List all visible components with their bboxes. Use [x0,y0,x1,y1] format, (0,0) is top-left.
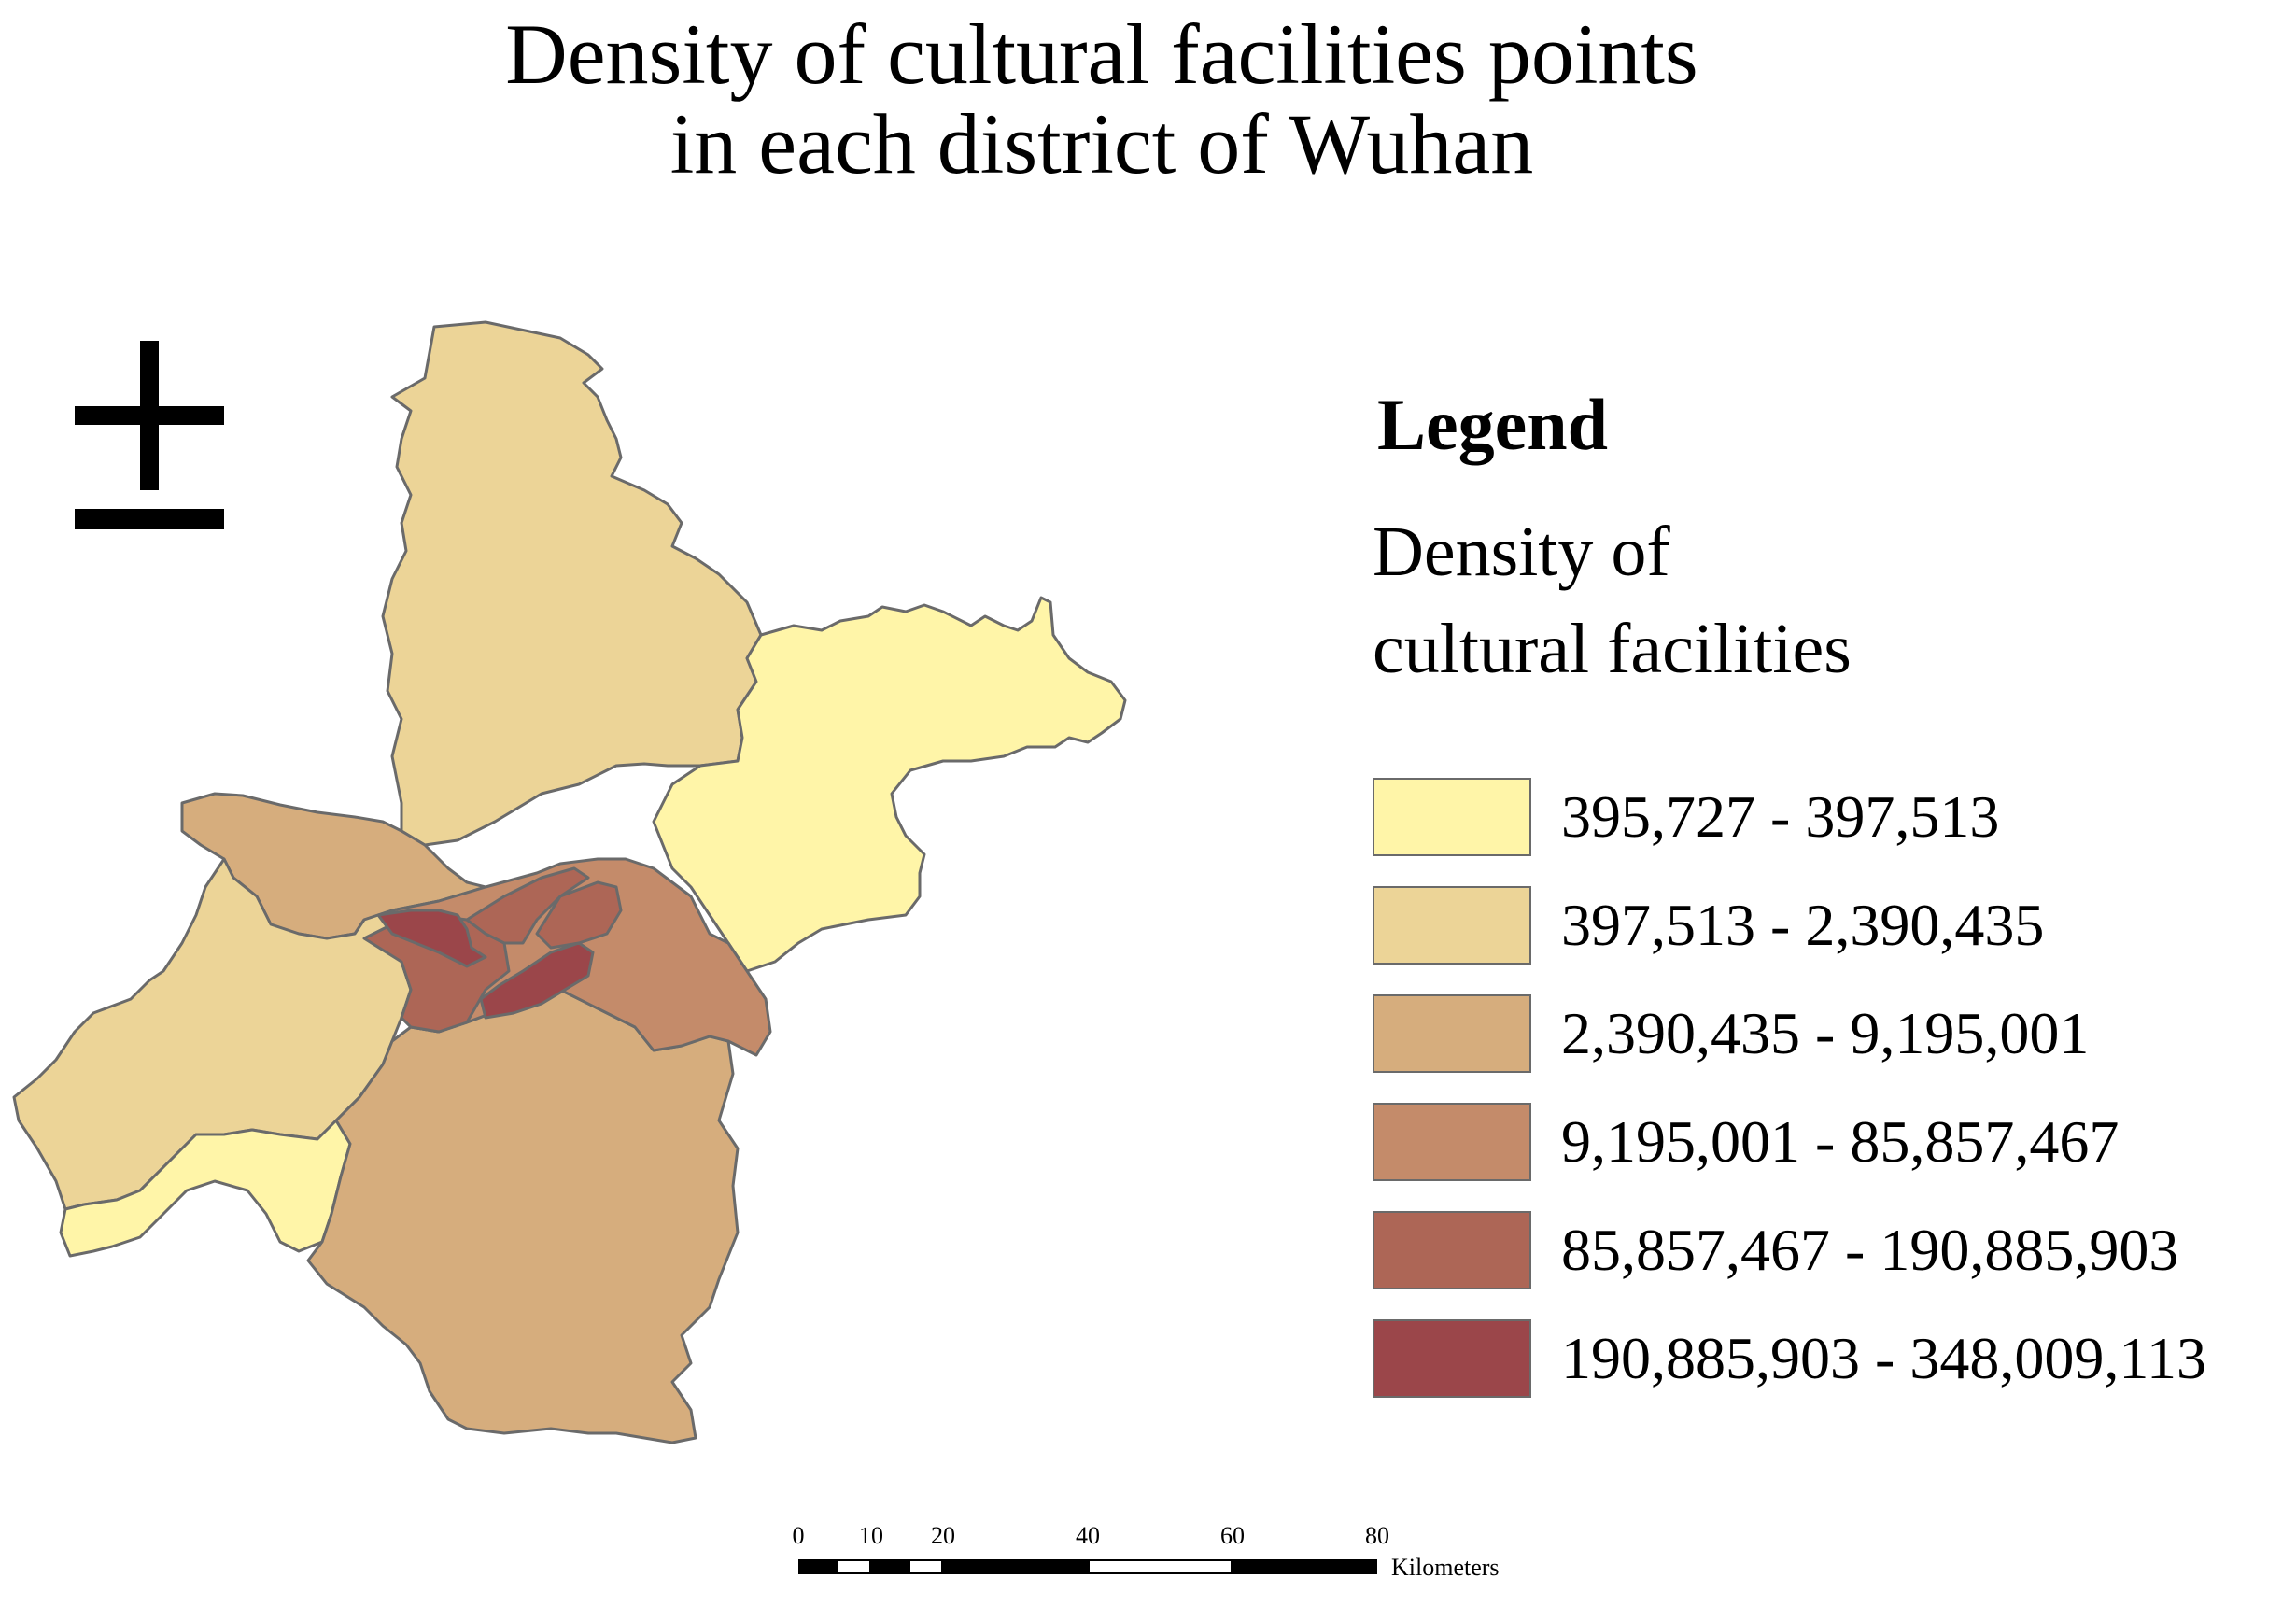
scale-unit: Kilometers [1391,1554,1500,1581]
wuhan-district-map [12,320,1127,1444]
legend-swatch [1373,1319,1531,1398]
legend-swatch [1373,886,1531,965]
legend-item: 397,513 - 2,390,435 [1373,871,2288,979]
district-huangpi [381,320,763,847]
map-title-line1: Density of cultural facilities points [505,7,1698,102]
legend-item: 9,195,001 - 85,857,467 [1373,1088,2288,1196]
map-title: Density of cultural facilities points in… [0,9,2204,189]
legend-label: 85,857,467 - 190,885,903 [1561,1217,2179,1283]
district-wuchang [479,941,595,1020]
plus-minus-north-arrow-icon [75,341,224,529]
legend-label: 397,513 - 2,390,435 [1561,892,2045,958]
scale-segment [943,1559,1088,1574]
legend-heading: Legend [1377,384,1609,465]
legend-field-line2: cultural facilities [1373,610,1852,688]
legend: Legend Density of cultural facilities 39… [1373,378,2288,1413]
legend-label: 395,727 - 397,513 [1561,783,2000,850]
scale-bar: 0 10 20 40 60 80 Kilometers [784,1522,1550,1581]
scale-segment [798,1559,836,1574]
scale-tick: 40 [1076,1522,1100,1549]
scale-segment [909,1559,943,1574]
legend-item: 395,727 - 397,513 [1373,763,2288,871]
map-title-line2: in each district of Wuhan [669,96,1534,191]
scale-tick: 80 [1365,1522,1389,1549]
legend-swatch [1373,778,1531,856]
legend-label: 9,195,001 - 85,857,467 [1561,1108,2120,1175]
legend-item: 190,885,903 - 348,009,113 [1373,1304,2288,1413]
district-xinzhou [652,596,1127,973]
legend-swatch [1373,1211,1531,1289]
scale-tick: 0 [792,1522,805,1549]
legend-swatch [1373,994,1531,1073]
legend-label: 190,885,903 - 348,009,113 [1561,1325,2206,1391]
scale-tick: 20 [931,1522,955,1549]
legend-swatch [1373,1103,1531,1181]
legend-field-name: Density of cultural facilities [1373,503,2288,697]
scale-segment [1088,1559,1233,1574]
legend-field-line1: Density of [1373,513,1670,591]
legend-item: 2,390,435 - 9,195,001 [1373,979,2288,1088]
legend-label: 2,390,435 - 9,195,001 [1561,1000,2090,1066]
district-qingshan [535,880,623,950]
legend-item: 85,857,467 - 190,885,903 [1373,1196,2288,1304]
legend-items: 395,727 - 397,513 397,513 - 2,390,435 2,… [1373,763,2288,1413]
district-qiaokou [376,909,487,968]
scale-tick: 60 [1220,1522,1245,1549]
scale-segment [871,1559,909,1574]
scale-segment [836,1559,871,1574]
scale-segment [1233,1559,1377,1574]
scale-tick: 10 [859,1522,883,1549]
